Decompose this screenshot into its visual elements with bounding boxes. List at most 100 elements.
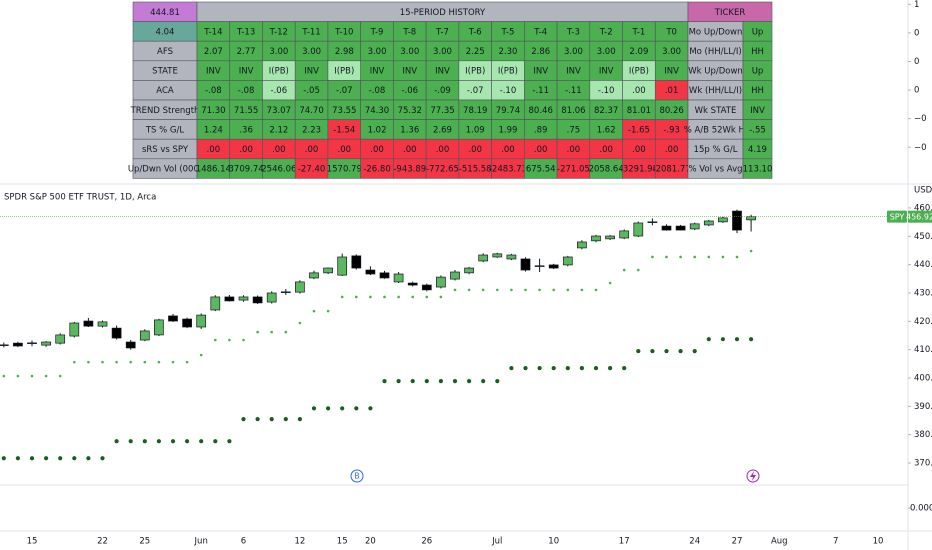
- candle-body: [309, 272, 319, 279]
- indicator-dot: [368, 406, 373, 411]
- cell-text: .01: [665, 86, 679, 96]
- y-tick-label: 380.00: [914, 430, 932, 440]
- indicator-dot: [608, 365, 613, 371]
- cell-text: INV: [402, 67, 417, 77]
- row-label: sRS vs SPY: [142, 145, 189, 155]
- y-tick-label: 0: [914, 28, 919, 38]
- cell-text: 2.07: [204, 47, 223, 57]
- indicator-dot: [565, 365, 570, 371]
- candle-body: [393, 273, 404, 283]
- cell-text: .89: [534, 125, 548, 135]
- candle-body: [41, 341, 51, 346]
- candle-body: [577, 241, 587, 249]
- cell-text: 675.54: [526, 165, 556, 175]
- indicator-dot: [354, 406, 359, 411]
- indicator-dot: [651, 255, 654, 259]
- earnings-marker[interactable]: [746, 469, 760, 483]
- cell-text: T-1: [631, 27, 645, 37]
- cell-text: -943.89: [393, 165, 426, 175]
- indicator-dot: [298, 321, 302, 325]
- y-tick-label: 400.00: [914, 374, 932, 384]
- indicator-dot: [199, 353, 203, 357]
- ticker-label: % Vol vs Avg: [688, 165, 742, 175]
- candle-body: [421, 284, 432, 291]
- indicator-dot: [213, 439, 218, 444]
- y-tick-label: 0.0000: [910, 504, 932, 514]
- candle-body: [703, 220, 714, 226]
- y-tick-label: −0: [914, 143, 927, 153]
- cell-text: 2.69: [433, 125, 452, 135]
- cell-text: T-5: [501, 27, 515, 37]
- candle-body: [718, 217, 728, 223]
- candle-body: [266, 292, 277, 303]
- ticker-label: % A/B 52Wk Hi: [684, 125, 748, 135]
- indicator-dot: [706, 337, 711, 342]
- indicator-dot: [340, 406, 345, 411]
- cell-text: -.05: [303, 86, 320, 96]
- indicator-dot: [44, 456, 49, 461]
- candle-body: [534, 265, 545, 267]
- candle-body: [83, 320, 94, 327]
- indicator-dot: [636, 348, 641, 354]
- y-tick-label: 0: [914, 57, 919, 67]
- event-circle[interactable]: [350, 469, 364, 483]
- cell-text: INV: [206, 67, 221, 77]
- cell-text: INV: [566, 67, 581, 77]
- cell-text: INV: [435, 67, 450, 77]
- event-label[interactable]: B: [354, 472, 359, 481]
- cell-text: .00: [239, 145, 253, 155]
- x-tick-label: 17: [619, 537, 630, 547]
- cell-text: 3.00: [597, 47, 616, 57]
- row-label: Up/Dwn Vol (000): [128, 165, 202, 175]
- indicator-dot: [143, 360, 147, 364]
- indicator-dot: [115, 360, 118, 364]
- candle-body: [492, 253, 503, 258]
- x-tick-label: 12: [294, 537, 305, 547]
- candle-body: [154, 319, 164, 336]
- indicator-dot: [340, 295, 344, 299]
- cell-text: 71.30: [201, 106, 225, 116]
- candle-body: [27, 342, 37, 345]
- cell-text: 2.77: [237, 47, 256, 57]
- candle-body: [139, 330, 150, 341]
- event-marker[interactable]: B: [350, 469, 364, 483]
- cell-text: INV: [750, 106, 765, 116]
- cell-text: 3.00: [662, 47, 681, 57]
- cell-text: I(PB): [498, 67, 518, 77]
- candle-body: [562, 256, 573, 266]
- cell-text: 77.35: [430, 106, 454, 116]
- indicator-dot: [326, 309, 330, 313]
- cell-text: T-11: [301, 27, 320, 37]
- cell-text: 3.00: [269, 47, 288, 57]
- candle-body: [252, 296, 263, 304]
- candle-body: [196, 314, 207, 328]
- indicator-dot: [171, 360, 175, 364]
- candles: [0, 209, 756, 350]
- cell-text: .00: [468, 145, 482, 155]
- x-tick-label: 10: [873, 537, 884, 547]
- cell-text: 81.01: [627, 106, 651, 116]
- cell-text: I(PB): [334, 67, 354, 77]
- cell-text: 1.09: [466, 125, 485, 135]
- cell-text: 3.00: [433, 47, 452, 57]
- indicator-dot: [2, 374, 6, 378]
- candle-body: [168, 315, 178, 322]
- indicator-dot: [1, 456, 6, 461]
- cell-text: T-14: [203, 27, 222, 37]
- cell-text: -271.05: [557, 165, 590, 175]
- cell-text: HH: [751, 47, 764, 57]
- indicator-dot: [396, 379, 401, 384]
- indicator-dot: [270, 330, 274, 334]
- indicator-dot: [73, 360, 76, 364]
- indicator-dot: [228, 338, 231, 342]
- cell-text: 1.36: [400, 125, 419, 135]
- indicator-dot: [312, 309, 316, 313]
- indicator-dot: [297, 416, 302, 422]
- cell-text: 74.30: [365, 106, 389, 116]
- indicator-dot: [87, 360, 90, 364]
- candle-body: [520, 258, 531, 271]
- indicator-dot: [721, 255, 725, 259]
- cell-text: .00: [338, 145, 352, 155]
- cell-text: 2058.64: [589, 165, 624, 175]
- indicator-dot: [608, 281, 612, 285]
